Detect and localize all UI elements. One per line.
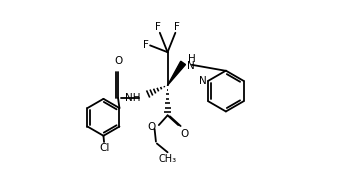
- Text: H: H: [188, 54, 196, 64]
- Text: N: N: [187, 61, 195, 71]
- Text: NH: NH: [125, 93, 140, 103]
- Text: N: N: [198, 76, 206, 86]
- Text: O: O: [148, 122, 156, 132]
- Polygon shape: [167, 61, 186, 85]
- Text: O: O: [114, 56, 122, 66]
- Text: F: F: [174, 22, 180, 32]
- Text: O: O: [180, 129, 189, 139]
- Text: F: F: [155, 22, 161, 32]
- Text: Cl: Cl: [99, 143, 109, 153]
- Text: CH₃: CH₃: [159, 154, 177, 164]
- Text: F: F: [143, 40, 149, 50]
